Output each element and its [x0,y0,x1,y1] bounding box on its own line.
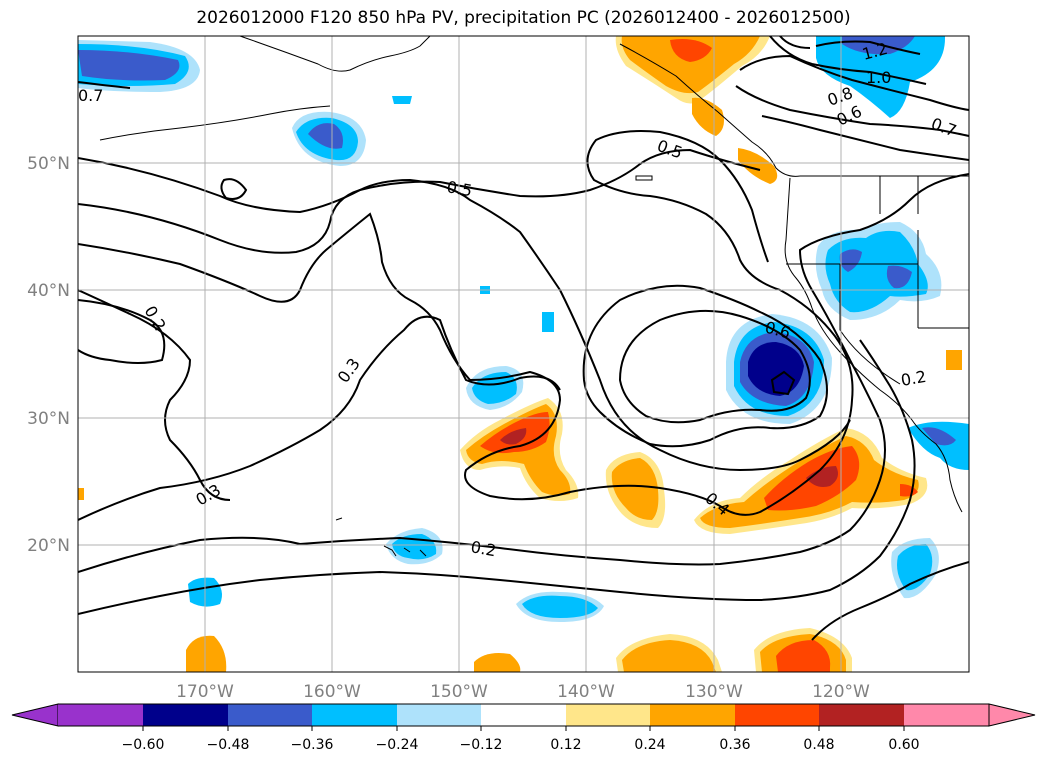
lat-label-30n: 30°N [27,409,70,429]
colorbar-bin [481,704,566,726]
graticule [78,36,969,672]
map-title: 2026012000 F120 850 hPa PV, precipitatio… [196,8,851,28]
colorbar-bin [904,704,989,726]
contour-label: 0.2 [469,537,497,560]
colorbar-bin [397,704,481,726]
colorbar-tick-label: 0.48 [803,737,834,753]
colorbar-ticks [142,726,905,731]
contour-labels: 0.7 1.2 1.0 0.8 0.6 0.7 0.5 0.5 0.2 0.6 … [78,39,959,560]
colorbar-bin [58,704,143,726]
lat-label-50n: 50°N [27,154,70,174]
contour-label: 0.2 [899,367,927,390]
colorbar-max-extend [988,703,1036,727]
colorbar-tick-label: 0.12 [550,737,581,753]
colorbar-tick-label: −0.36 [291,737,334,753]
colorbar-bin [650,704,735,726]
lat-labels: 50°N 40°N 30°N 20°N [27,154,70,556]
precip-positive-fills [78,36,962,672]
contour-label: 0.7 [78,86,103,105]
colorbar: −0.60 −0.48 −0.36 −0.24 −0.12 0.12 0.24 … [11,703,1036,753]
colorbar-tick-label: −0.24 [376,737,419,753]
contour-label: 1.0 [866,68,891,87]
colorbar-tick-label: 0.24 [634,737,665,753]
colorbar-min-extend [11,703,59,727]
lon-label-160w: 160°W [303,682,361,702]
colorbar-tick-label: 0.36 [719,737,750,753]
lon-label-140w: 140°W [557,682,615,702]
pv-contours [78,36,969,641]
colorbar-bin [143,704,228,726]
contour-label: 0.5 [445,177,473,200]
colorbar-bin [566,704,650,726]
lat-label-20n: 20°N [27,536,70,556]
lat-label-40n: 40°N [27,281,70,301]
lon-labels: 170°W 160°W 150°W 140°W 130°W 120°W [176,682,870,702]
colorbar-tick-label: −0.12 [460,737,503,753]
map-panel [78,36,969,672]
coastlines [99,36,969,557]
colorbar-bin [819,704,904,726]
colorbar-tick-label: −0.60 [122,737,165,753]
lon-label-130w: 130°W [685,682,743,702]
map-border [77,35,970,673]
colorbar-bin [735,704,819,726]
colorbar-bin [312,704,397,726]
colorbar-tick-label: 0.60 [888,737,919,753]
lon-label-150w: 150°W [430,682,488,702]
colorbar-bin [228,704,312,726]
lon-label-120w: 120°W [812,682,870,702]
colorbar-tick-label: −0.48 [207,737,250,753]
lon-label-170w: 170°W [176,682,234,702]
